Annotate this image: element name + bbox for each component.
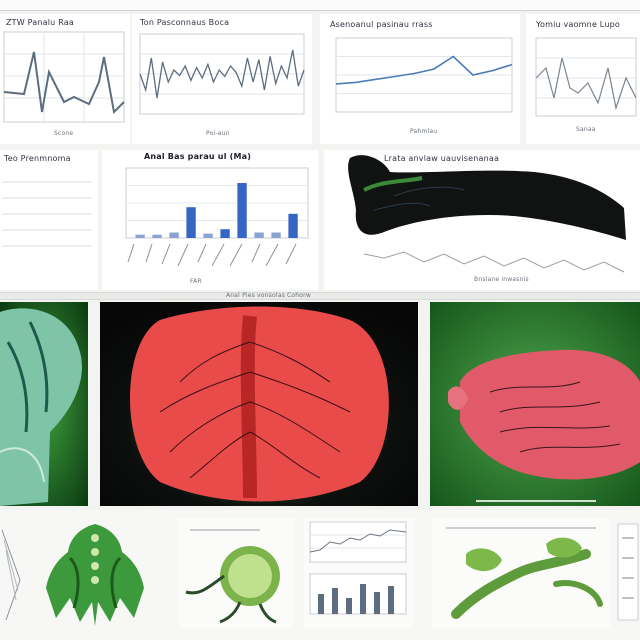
chart-title: Teo Prenmnoma: [4, 154, 71, 163]
divider-caption: Anal Pies vonsolas Cohorw: [226, 292, 311, 299]
smooth-line-plot: [335, 37, 513, 113]
bar-j: [288, 213, 298, 238]
series-line: [139, 49, 305, 99]
frog-image: [185, 529, 280, 624]
red-tissue-image: [100, 302, 418, 506]
bar-h: [254, 232, 264, 238]
mint-organ-image: [0, 302, 88, 506]
pink-organ-image: [430, 302, 640, 506]
chart-footer: Sanaa: [576, 126, 596, 133]
chart-footer: FAR: [190, 278, 202, 285]
chart-title: Yomiu vaomne Lupo: [536, 20, 620, 29]
chart-panel-topleft: ZTW Panalu Raa Scone: [0, 14, 130, 144]
mini-chart-top: [309, 521, 407, 563]
wing-sketch-image: [1, 529, 21, 621]
mini-chart-bottom: [309, 573, 407, 615]
sparkline-plot: [139, 33, 305, 115]
bar-i: [271, 232, 281, 238]
right-plot: [535, 37, 637, 117]
section-divider: [0, 292, 640, 300]
chart-footer: Pahmlau: [410, 128, 438, 135]
green-skeleton-image: [46, 524, 144, 626]
chart-panel-sparkline: Ton Pasconnaus Boca Poi-aun: [132, 14, 312, 144]
bar-b: [152, 234, 162, 238]
chart-title: Asenoanul pasinau rrass: [330, 20, 433, 29]
chart-title: ZTW Panalu Raa: [6, 18, 74, 27]
specimen-title: Lrata anvlaw uauvisenanaa: [384, 154, 500, 163]
midleft-plot: [2, 181, 92, 247]
bar-g: [237, 183, 247, 238]
frog-card: [178, 518, 294, 628]
chart-title: Ton Pasconnaus Boca: [140, 18, 230, 27]
bar-f: [220, 229, 230, 238]
bar-chart-plot: [125, 167, 309, 239]
edge-chart-image: [617, 523, 639, 621]
bar-d: [186, 207, 196, 238]
chart-footer: Poi-aun: [206, 130, 230, 137]
series-line: [335, 55, 513, 85]
bar-a: [135, 234, 145, 238]
chart-panel-smooth: Asenoanul pasinau rrass Pahmlau: [320, 14, 520, 144]
green-vine-image: [446, 527, 603, 619]
specimen-panel: Lrata anvlaw uauvisenanaa Bnslane inwasn…: [324, 150, 640, 290]
chart-title: Anal Bas parau ul (Ma): [144, 152, 252, 161]
black-specimen-silhouette: [348, 155, 626, 240]
bar-e: [203, 233, 213, 238]
mini-chart-card: [304, 518, 414, 628]
window-top-bar: [0, 0, 640, 11]
x-tick-labels: [127, 243, 297, 267]
specimen-footer: Bnslane inwasnis: [474, 276, 529, 283]
vine-card: [432, 518, 610, 628]
chart-panel-bars: Anal Bas parau ul (Ma) FAR: [102, 150, 318, 290]
bar-c: [169, 232, 179, 238]
chart-panel-right: Yomiu vaomne Lupo Sanaa: [526, 14, 640, 144]
specimen-annotation-lines: [363, 251, 625, 273]
chart-panel-midleft: Teo Prenmnoma: [0, 150, 98, 290]
chart-footer: Scone: [54, 130, 74, 137]
topleft-plot: [3, 31, 125, 123]
